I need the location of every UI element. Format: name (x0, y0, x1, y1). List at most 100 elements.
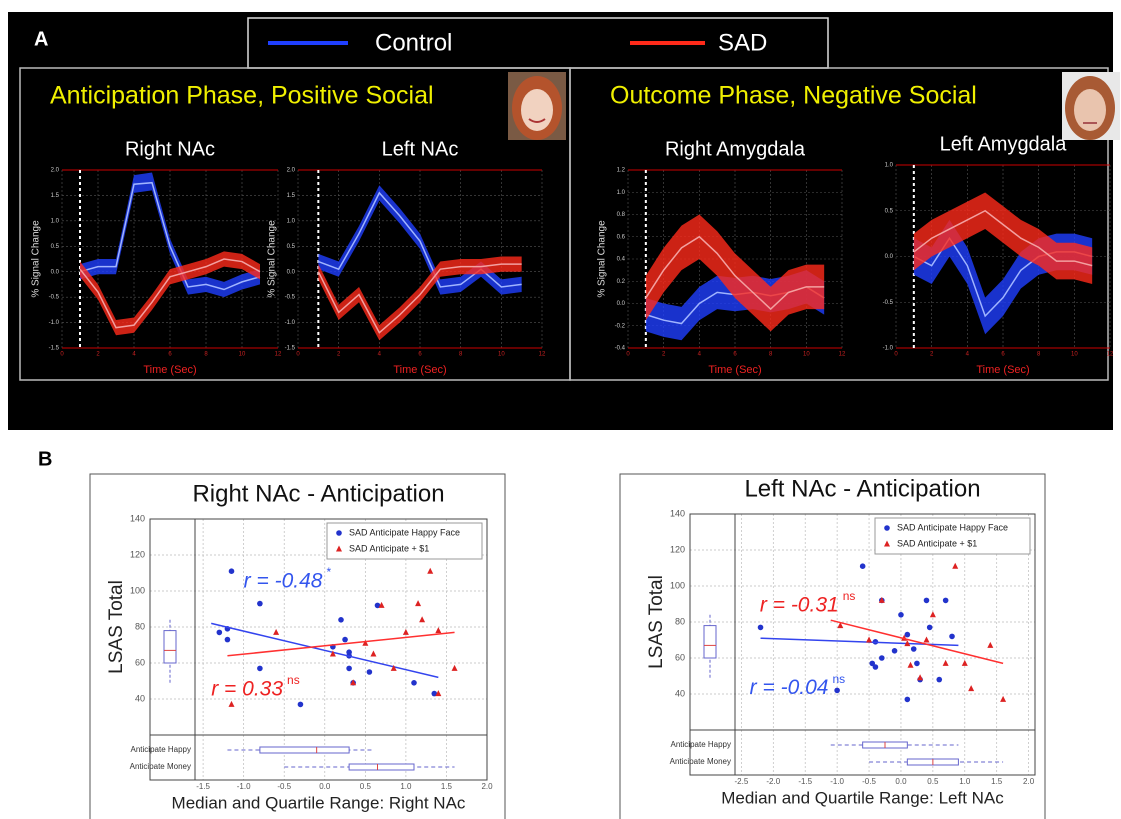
point (362, 639, 369, 646)
y-tick-label: 0.4 (617, 257, 626, 263)
y-axis-label: % Signal Change (31, 220, 42, 298)
chart-title: Right NAc (125, 138, 215, 160)
point (415, 600, 422, 607)
legend-label: SAD (718, 29, 767, 56)
chart-title: Right NAc - Anticipation (192, 480, 444, 507)
group-title: Anticipation Phase, Positive Social (50, 82, 434, 110)
point (390, 664, 397, 671)
x-tick-label: 12 (1107, 352, 1114, 358)
face-photo (508, 72, 566, 140)
y-tick-label: 0.5 (885, 208, 894, 214)
legend-box (874, 517, 1031, 555)
x-tick-label: 12 (839, 352, 846, 358)
x-tick-label: 6 (168, 352, 172, 358)
y-tick-label: -0.4 (615, 346, 626, 352)
y-tick-label: 0.0 (617, 301, 626, 307)
x-tick-label: 12 (275, 352, 282, 358)
y-tick-label: 1.0 (287, 218, 296, 224)
y-tick-label: 1.5 (287, 193, 296, 199)
x-tick-label: -2.5 (734, 777, 748, 786)
y-tick-label: 0.0 (287, 269, 296, 275)
point (987, 641, 994, 648)
x-tick-label: 0.5 (927, 777, 939, 786)
x-tick-label: 2 (337, 352, 341, 358)
point (859, 563, 866, 569)
panel-label: B (38, 448, 52, 470)
point (402, 628, 409, 635)
group-title: Outcome Phase, Negative Social (610, 82, 977, 110)
x-tick-label: 8 (769, 352, 773, 358)
point (757, 624, 764, 631)
x-tick-label: 10 (498, 352, 505, 358)
mean-line (318, 191, 522, 288)
y-tick-label: 0.5 (287, 244, 296, 250)
point (366, 669, 373, 675)
point (435, 627, 442, 634)
chart-title: Right Amygdala (665, 138, 806, 160)
y-tick-label: -0.5 (49, 295, 60, 301)
y-tick-label: -1.0 (883, 346, 894, 352)
y-tick-label: 1.0 (885, 163, 894, 169)
legend-label: Control (375, 29, 452, 56)
y-axis-label: % Signal Change (597, 220, 608, 298)
x-tick-label: 1.5 (991, 777, 1003, 786)
point (834, 687, 840, 694)
x-tick-label: 4 (966, 352, 970, 358)
x-tick-label: 2 (930, 352, 934, 358)
plot-frame (689, 513, 1036, 776)
x-tick-label: 2 (96, 352, 100, 358)
y-tick-label: 40 (135, 693, 145, 703)
point (936, 676, 943, 683)
annotation: r = 0.33 (211, 678, 283, 701)
band (645, 214, 825, 332)
y-tick-label: -1.5 (285, 346, 296, 352)
chart-title: Left NAc (382, 138, 459, 160)
band (80, 172, 260, 298)
point (378, 601, 385, 608)
annotation-sup: ns (832, 672, 845, 686)
legend-marker (336, 530, 342, 536)
point (926, 624, 933, 631)
y-tick-label: 140 (130, 513, 145, 523)
x-tick-label: 2 (662, 352, 666, 358)
x-tick-label: 4 (132, 352, 136, 358)
y-tick-label: 0.0 (51, 269, 60, 275)
band (318, 256, 522, 341)
x-tick-label: 0.5 (360, 782, 372, 791)
point (329, 650, 336, 657)
point (338, 617, 344, 623)
point (923, 636, 930, 643)
point (917, 674, 924, 681)
mean-line (79, 258, 261, 329)
box-body (259, 746, 350, 754)
x-tick-label: 8 (459, 352, 463, 358)
point (350, 679, 357, 686)
y-tick-label: 0.5 (51, 244, 60, 250)
point (346, 665, 352, 672)
point (914, 660, 920, 667)
panel-label: A (34, 28, 48, 50)
point (878, 596, 885, 603)
point (942, 659, 949, 666)
x-tick-label: 8 (204, 352, 208, 358)
point (942, 597, 949, 604)
x-tick-label: -0.5 (277, 782, 291, 791)
y-tick-label: 2.0 (287, 168, 296, 174)
y-tick-label: 80 (135, 621, 145, 631)
point (427, 567, 434, 574)
face-photo (1062, 72, 1120, 140)
point (342, 636, 348, 643)
point (346, 649, 352, 655)
x-axis-label: Time (Sec) (708, 364, 761, 376)
x-tick-label: 0 (60, 352, 64, 358)
y-tick-label: 1.0 (617, 190, 626, 196)
y-tick-label: 1.2 (617, 168, 626, 174)
box-body (163, 630, 177, 664)
mean-line (645, 235, 825, 311)
point (1000, 695, 1007, 702)
point (431, 690, 438, 697)
y-tick-label: -0.5 (883, 300, 894, 306)
y-tick-label: -1.0 (285, 320, 296, 326)
legend-box (326, 522, 483, 560)
